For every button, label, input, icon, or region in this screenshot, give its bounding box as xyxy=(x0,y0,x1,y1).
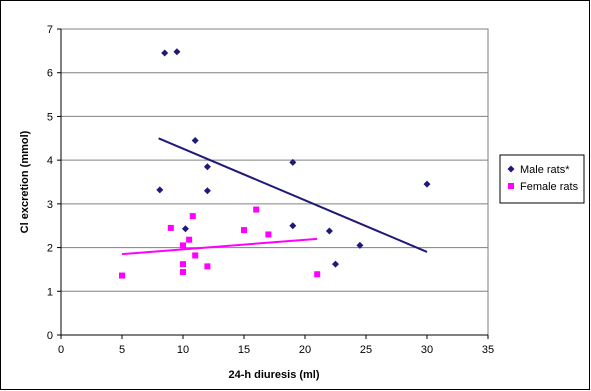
x-tick-label-5: 5 xyxy=(119,344,125,356)
y-tick-labels: 0 1 2 3 4 5 6 7 xyxy=(47,24,53,342)
x-tick-label-15: 15 xyxy=(238,344,250,356)
y-tick-label-7: 7 xyxy=(47,24,53,36)
point-series-0-4 xyxy=(191,136,199,144)
data-points xyxy=(119,48,431,279)
point-series-1-7 xyxy=(192,252,199,259)
point-series-1-11 xyxy=(265,231,272,238)
x-tick-label-0: 0 xyxy=(58,344,64,356)
point-series-1-8 xyxy=(204,263,211,270)
point-series-1-0 xyxy=(119,272,125,279)
legend-label-0: Male rats* xyxy=(520,164,570,176)
point-series-1-1 xyxy=(167,224,174,231)
point-series-0-6 xyxy=(203,187,211,195)
x-tick-label-25: 25 xyxy=(360,344,372,356)
point-series-1-4 xyxy=(180,269,186,276)
point-series-0-3 xyxy=(181,225,189,233)
y-tick-label-0: 0 xyxy=(47,330,53,342)
y-tick-label-5: 5 xyxy=(47,111,53,123)
legend-box xyxy=(499,154,585,204)
point-series-0-12 xyxy=(423,180,431,188)
point-series-1-2 xyxy=(180,242,186,249)
y-tick-label-1: 1 xyxy=(47,286,53,298)
y-tick-label-2: 2 xyxy=(47,243,53,255)
x-tick-label-30: 30 xyxy=(421,344,433,356)
y-axis-title: Cl excretion (mmol) xyxy=(19,130,31,233)
point-series-1-10 xyxy=(253,206,260,213)
point-series-0-8 xyxy=(289,222,297,230)
point-series-1-3 xyxy=(180,261,186,268)
point-series-0-2 xyxy=(156,186,164,194)
legend-marker-0 xyxy=(507,165,515,173)
x-tick-label-10: 10 xyxy=(177,344,189,356)
y-tick-label-3: 3 xyxy=(47,199,53,211)
point-series-1-5 xyxy=(186,236,193,243)
axes xyxy=(57,28,489,339)
x-tick-label-35: 35 xyxy=(482,344,494,356)
y-tick-label-6: 6 xyxy=(47,68,53,80)
trendline-series-0 xyxy=(158,137,428,253)
point-series-0-7 xyxy=(289,158,297,166)
point-series-0-11 xyxy=(356,241,364,249)
point-series-0-9 xyxy=(325,227,333,235)
legend-marker-1 xyxy=(508,183,514,189)
x-tick-label-20: 20 xyxy=(299,344,311,356)
legend: Male rats* Female rats xyxy=(499,154,585,204)
point-series-1-6 xyxy=(189,213,196,220)
legend-label-1: Female rats xyxy=(520,181,579,193)
point-series-0-10 xyxy=(332,260,339,268)
point-series-1-12 xyxy=(314,271,321,278)
x-axis-title: 24-h diuresis (ml) xyxy=(228,369,319,381)
y-tick-label-4: 4 xyxy=(47,155,53,167)
point-series-0-0 xyxy=(161,49,169,57)
point-series-1-9 xyxy=(241,227,247,234)
trendlines xyxy=(121,137,428,256)
plot-area xyxy=(60,28,489,336)
trendline-series-1 xyxy=(121,237,318,256)
x-tick-labels: 0 5 10 15 20 25 30 35 xyxy=(58,344,494,356)
point-series-0-5 xyxy=(203,163,211,171)
legend-items: Male rats* Female rats xyxy=(507,164,579,193)
point-series-0-1 xyxy=(173,48,181,56)
